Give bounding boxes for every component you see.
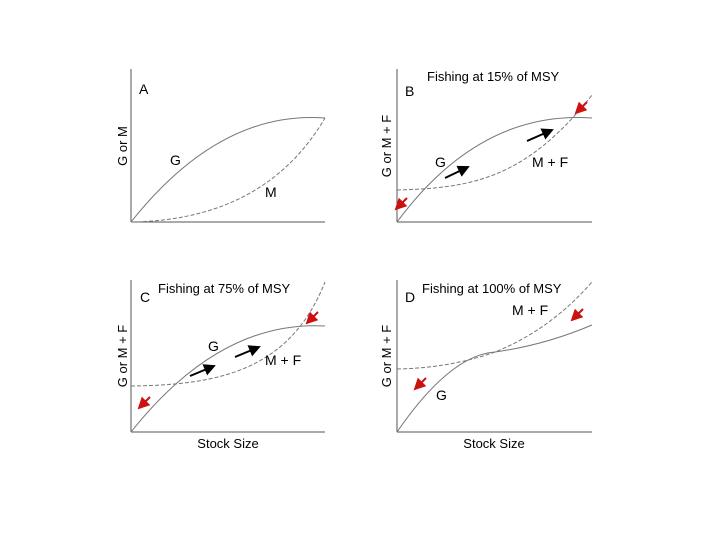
panel-c-letter: C bbox=[140, 289, 150, 305]
panel-d-letter: D bbox=[405, 289, 415, 305]
panel-b-arrow-red-1 bbox=[394, 197, 408, 211]
panel-b-arrow-black-1 bbox=[444, 165, 470, 179]
panel-b-mf-curve bbox=[396, 94, 593, 191]
panel-c-y-label: G or M + F bbox=[115, 325, 130, 388]
panel-c-title: Fishing at 75% of MSY bbox=[158, 281, 291, 296]
panel-b-y-label: G or M + F bbox=[379, 115, 394, 178]
panel-b-mf-label: M + F bbox=[532, 154, 568, 170]
panel-b-arrow-black-2 bbox=[526, 128, 554, 142]
panel-d-arrow-red-2 bbox=[570, 308, 584, 322]
panel-d-g-label: G bbox=[436, 387, 447, 403]
panel-c-growth-curve bbox=[130, 325, 326, 433]
panel-d-mf-curve bbox=[396, 281, 593, 370]
panel-d-mf-label: M + F bbox=[512, 302, 548, 318]
panel-d-x-label: Stock Size bbox=[463, 436, 524, 451]
panel-d-arrow-red-1 bbox=[413, 377, 427, 391]
panel-a-mortality-curve bbox=[130, 117, 326, 223]
panel-c-arrow-red-1 bbox=[137, 396, 151, 410]
panel-b-letter: B bbox=[405, 83, 414, 99]
panel-a-g-label: G bbox=[170, 152, 181, 168]
panel-d-y-label: G or M + F bbox=[379, 325, 394, 388]
panel-b: B Fishing at 15% of MSY G or M + F G M +… bbox=[379, 69, 593, 223]
panel-a: A G or M G M bbox=[115, 69, 326, 223]
panel-a-letter: A bbox=[139, 81, 149, 97]
panel-c-arrow-black-2 bbox=[234, 345, 261, 358]
panel-c-mf-curve bbox=[130, 281, 326, 387]
panel-c-mf-label: M + F bbox=[265, 352, 301, 368]
panel-c-arrow-black-1 bbox=[189, 364, 216, 377]
panel-a-y-label: G or M bbox=[115, 126, 130, 166]
panel-c-g-label: G bbox=[208, 338, 219, 354]
panel-b-g-label: G bbox=[435, 154, 446, 170]
panel-c-arrow-red-2 bbox=[305, 311, 319, 325]
panel-d: D Fishing at 100% of MSY G or M + F M + … bbox=[379, 280, 593, 451]
panel-b-growth-curve bbox=[396, 116, 593, 223]
panel-a-growth-curve bbox=[130, 116, 326, 223]
panel-b-arrow-red-2 bbox=[574, 101, 588, 115]
panel-c: C Fishing at 75% of MSY G or M + F G M +… bbox=[115, 280, 326, 451]
panel-a-m-label: M bbox=[265, 184, 277, 200]
panel-d-title: Fishing at 100% of MSY bbox=[422, 281, 562, 296]
panel-c-x-label: Stock Size bbox=[197, 436, 258, 451]
panel-b-title: Fishing at 15% of MSY bbox=[427, 69, 560, 84]
